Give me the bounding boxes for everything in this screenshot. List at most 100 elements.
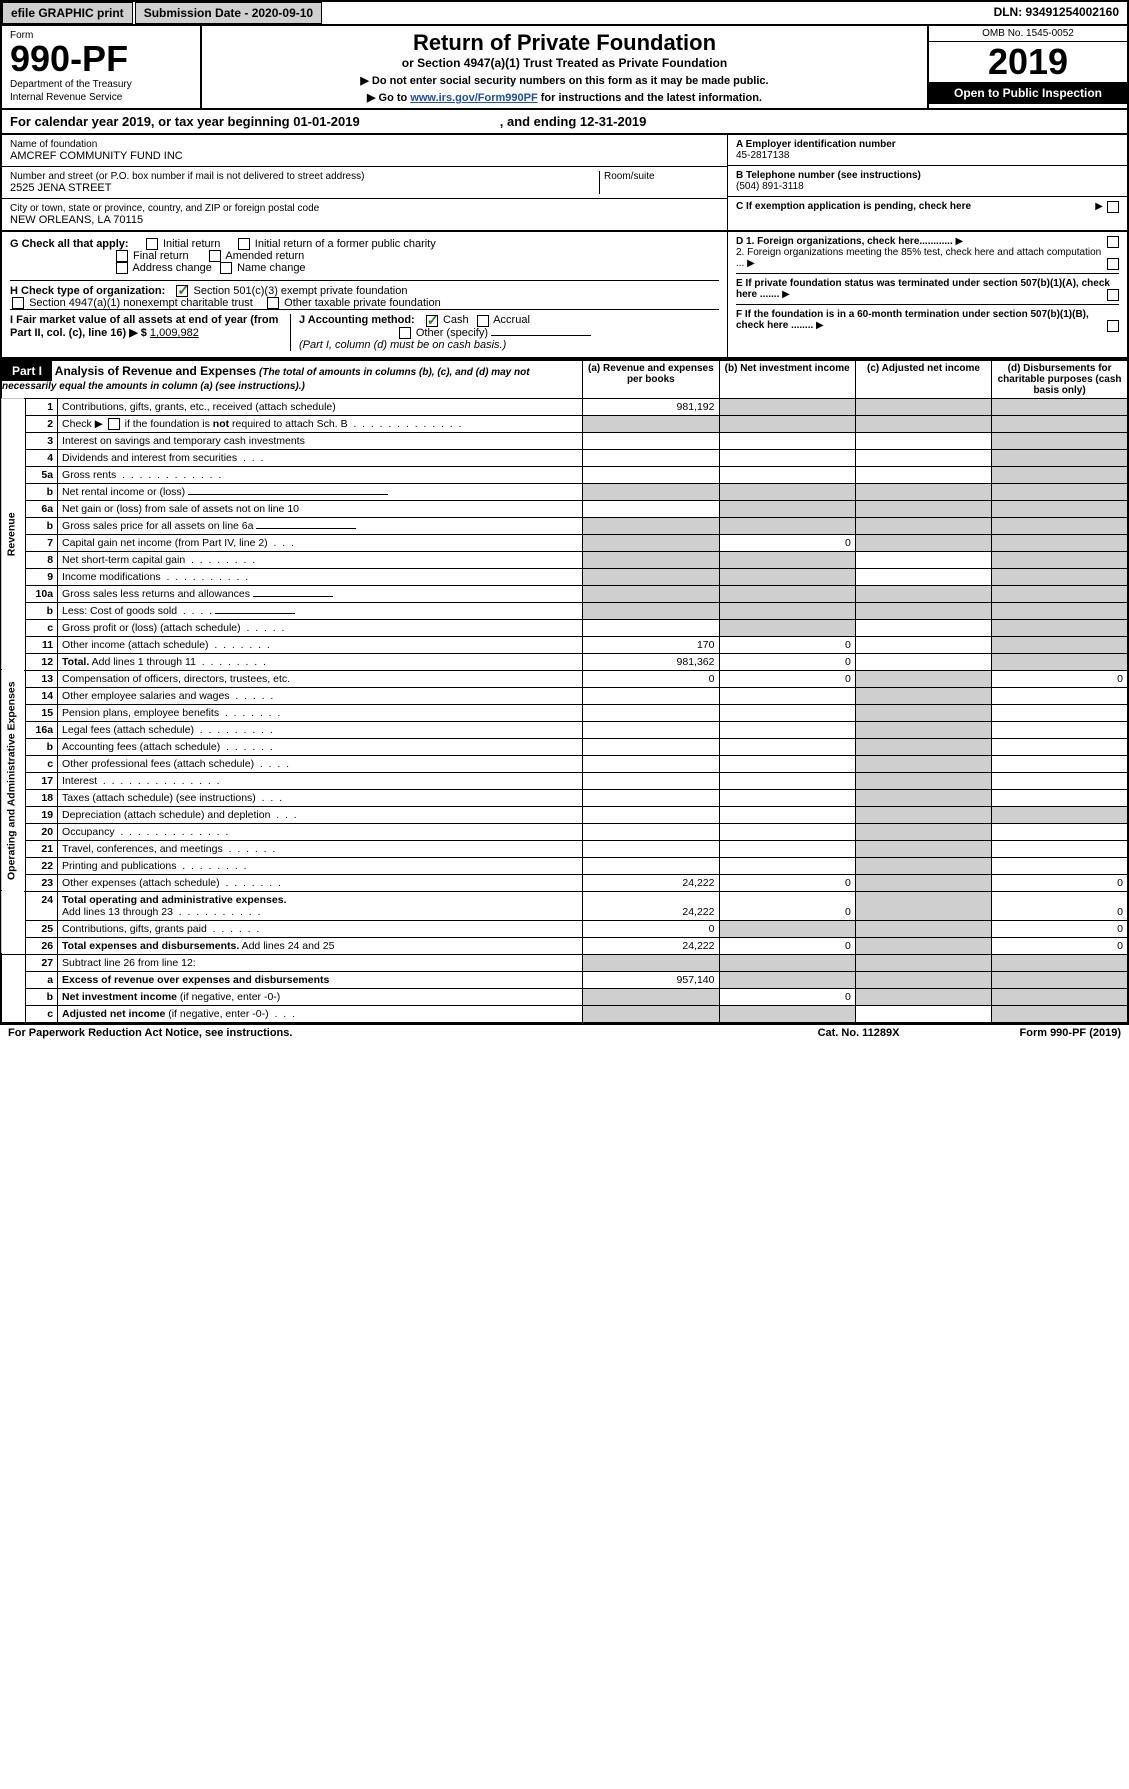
row-desc: Total. Add lines 1 through 11 . . . . . … xyxy=(58,653,583,670)
h2: Section 4947(a)(1) nonexempt charitable … xyxy=(29,297,253,309)
ein-label: A Employer identification number xyxy=(736,139,1119,150)
row-desc: Check ▶ if the foundation is not require… xyxy=(58,415,583,432)
row-num: 27 xyxy=(25,954,57,971)
cell-b: 0 xyxy=(719,988,855,1005)
row-num: 2 xyxy=(25,415,57,432)
cb-initial-return[interactable] xyxy=(146,238,158,250)
cb-final-return[interactable] xyxy=(116,250,128,262)
row-desc: Subtract line 26 from line 12: xyxy=(58,954,583,971)
checks-block: G Check all that apply: Initial return I… xyxy=(0,232,1129,359)
phone-value: (504) 891-3118 xyxy=(736,181,1119,192)
row-desc: Interest on savings and temporary cash i… xyxy=(58,432,583,449)
cal-end: , and ending 12-31-2019 xyxy=(500,114,647,129)
cell-b: 0 xyxy=(719,937,855,954)
col-a-header: (a) Revenue and expenses per books xyxy=(583,360,719,399)
addr-label: Number and street (or P.O. box number if… xyxy=(10,171,599,182)
j-note: (Part I, column (d) must be on cash basi… xyxy=(299,339,506,351)
cal-begin: For calendar year 2019, or tax year begi… xyxy=(10,114,360,129)
cb-sch-b[interactable] xyxy=(108,418,120,430)
tax-year: 2019 xyxy=(929,42,1127,82)
row-desc: Contributions, gifts, grants, etc., rece… xyxy=(58,398,583,415)
g5: Address change xyxy=(132,262,212,274)
row-num: 4 xyxy=(25,449,57,466)
cb-e[interactable] xyxy=(1107,289,1119,301)
cb-amended[interactable] xyxy=(209,250,221,262)
phone-cell: B Telephone number (see instructions) (5… xyxy=(728,166,1127,197)
top-bar: efile GRAPHIC print Submission Date - 20… xyxy=(0,0,1129,26)
header-right: OMB No. 1545-0052 2019 Open to Public In… xyxy=(927,26,1127,108)
info-block: Name of foundation AMCREF COMMUNITY FUND… xyxy=(0,135,1129,232)
cell-b: 0 xyxy=(719,534,855,551)
row-desc: Compensation of officers, directors, tru… xyxy=(58,670,583,687)
efile-print-button[interactable]: efile GRAPHIC print xyxy=(2,2,133,24)
exemption-checkbox[interactable] xyxy=(1107,201,1119,213)
form-subtitle: or Section 4947(a)(1) Trust Treated as P… xyxy=(206,56,923,70)
irs-link[interactable]: www.irs.gov/Form990PF xyxy=(410,92,537,104)
row-num: 17 xyxy=(25,772,57,789)
row-num: 14 xyxy=(25,687,57,704)
cb-501c3[interactable] xyxy=(176,285,188,297)
h-label: H Check type of organization: xyxy=(10,285,165,297)
row-desc: Pension plans, employee benefits . . . .… xyxy=(58,704,583,721)
row-desc: Gross rents . . . . . . . . . . . . xyxy=(58,466,583,483)
part1-label: Part I xyxy=(2,361,52,381)
j2: Accrual xyxy=(493,314,530,326)
cb-other-taxable[interactable] xyxy=(267,297,279,309)
ein-value: 45-2817138 xyxy=(736,150,1119,161)
cell-a: 957,140 xyxy=(583,971,719,988)
row-num: 12 xyxy=(25,653,57,670)
cb-4947[interactable] xyxy=(12,297,24,309)
row-num: b xyxy=(25,517,57,534)
row-desc: Net rental income or (loss) xyxy=(58,483,583,500)
cb-name-change[interactable] xyxy=(220,262,232,274)
cb-cash[interactable] xyxy=(426,315,438,327)
room-label: Room/suite xyxy=(604,171,719,182)
row-num: c xyxy=(25,1005,57,1023)
cell-b: 0 xyxy=(719,670,855,687)
inst-1: ▶ Do not enter social security numbers o… xyxy=(206,74,923,87)
form-title: Return of Private Foundation xyxy=(206,30,923,56)
cb-d1[interactable] xyxy=(1107,236,1119,248)
row-desc: Occupancy . . . . . . . . . . . . . xyxy=(58,823,583,840)
cb-initial-former[interactable] xyxy=(238,238,250,250)
inst2-pre: ▶ Go to xyxy=(367,92,410,104)
g6: Name change xyxy=(237,262,306,274)
row-desc: Depreciation (attach schedule) and deple… xyxy=(58,806,583,823)
row-desc: Dividends and interest from securities .… xyxy=(58,449,583,466)
cell-d: 0 xyxy=(992,920,1128,937)
cell-d: 0 xyxy=(992,891,1128,920)
cell-a: 24,222 xyxy=(583,891,719,920)
cell-b: 0 xyxy=(719,874,855,891)
cell-d: 0 xyxy=(992,874,1128,891)
row-desc: Printing and publications . . . . . . . … xyxy=(58,857,583,874)
cb-f[interactable] xyxy=(1107,320,1119,332)
header-center: Return of Private Foundation or Section … xyxy=(202,26,927,108)
address-cell: Number and street (or P.O. box number if… xyxy=(2,167,727,199)
row-num: 5a xyxy=(25,466,57,483)
row-num: 16a xyxy=(25,721,57,738)
cb-other-method[interactable] xyxy=(399,327,411,339)
row-num: 10a xyxy=(25,585,57,602)
phone-label: B Telephone number (see instructions) xyxy=(736,170,1119,181)
col-b-header: (b) Net investment income xyxy=(719,360,855,399)
row-num: a xyxy=(25,971,57,988)
cb-address-change[interactable] xyxy=(116,262,128,274)
row-num: c xyxy=(25,619,57,636)
header-left: Form 990-PF Department of the Treasury I… xyxy=(2,26,202,108)
h3: Other taxable private foundation xyxy=(284,297,441,309)
row-desc: Accounting fees (attach schedule) . . . … xyxy=(58,738,583,755)
city-cell: City or town, state or province, country… xyxy=(2,199,727,230)
cb-accrual[interactable] xyxy=(477,315,489,327)
f-label: F If the foundation is in a 60-month ter… xyxy=(736,309,1089,331)
form-header: Form 990-PF Department of the Treasury I… xyxy=(0,26,1129,110)
checks-right: D 1. Foreign organizations, check here..… xyxy=(727,232,1127,357)
row-num: b xyxy=(25,602,57,619)
g3: Final return xyxy=(133,250,189,262)
row-desc: Other employee salaries and wages . . . … xyxy=(58,687,583,704)
row-num: b xyxy=(25,738,57,755)
row-num: 11 xyxy=(25,636,57,653)
row-desc: Taxes (attach schedule) (see instruction… xyxy=(58,789,583,806)
fmv-value: 1,009,982 xyxy=(150,327,199,339)
g-label: G Check all that apply: xyxy=(10,238,129,250)
cb-d2[interactable] xyxy=(1107,258,1119,270)
